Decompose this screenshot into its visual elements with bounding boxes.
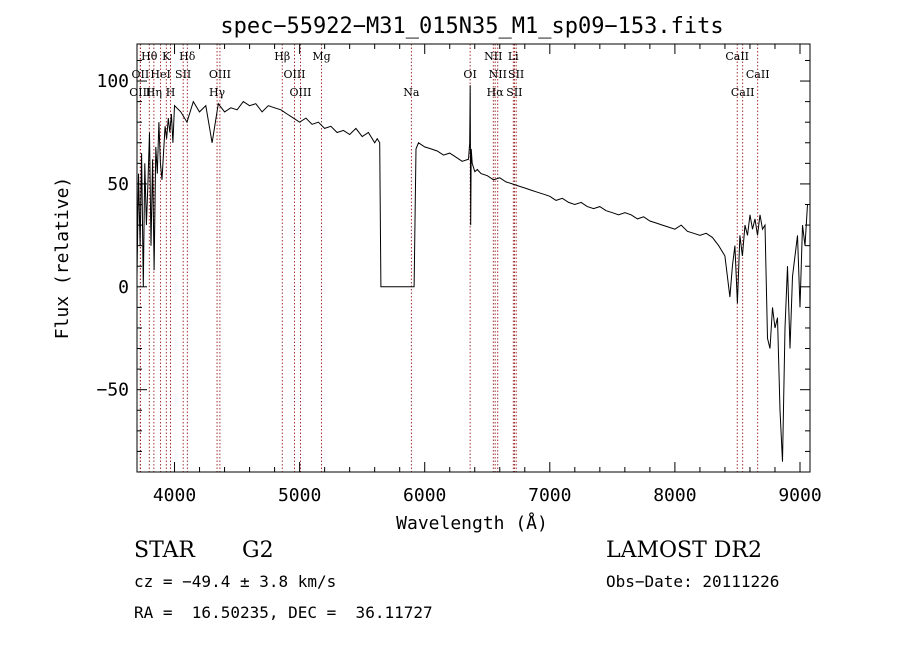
line-marker-label: Na bbox=[403, 86, 420, 99]
line-marker-label: OIII bbox=[289, 86, 311, 99]
line-marker-label: OIII bbox=[129, 86, 151, 99]
x-tick-label: 7000 bbox=[528, 485, 571, 506]
y-axis: 100 50 0 −50 bbox=[96, 59, 810, 452]
line-marker-label: OIII bbox=[209, 68, 231, 81]
line-marker-label: Hθ bbox=[141, 50, 158, 63]
line-marker-label: CaII bbox=[725, 50, 749, 63]
spectrum-line bbox=[136, 85, 808, 462]
x-tick-label: 5000 bbox=[278, 485, 321, 506]
line-marker-label: HeI bbox=[150, 68, 170, 81]
line-marker-label: SII bbox=[508, 68, 524, 81]
line-marker-label: OII bbox=[132, 68, 150, 81]
plot-frame bbox=[136, 43, 811, 473]
x-axis-label: Wavelength (Å) bbox=[396, 512, 548, 534]
spectral-line-markers bbox=[139, 44, 759, 472]
line-marker-label: Mg bbox=[312, 50, 330, 63]
x-tick-label: 6000 bbox=[403, 485, 446, 506]
line-marker-label: SII bbox=[175, 68, 191, 81]
x-tick-label: 9000 bbox=[778, 485, 821, 506]
y-tick-label: 100 bbox=[96, 71, 129, 92]
line-marker-label: CaII bbox=[746, 68, 770, 81]
line-marker-label: Li bbox=[508, 50, 519, 63]
line-marker-label: Hη bbox=[146, 86, 162, 99]
x-tick-label: 4000 bbox=[153, 485, 196, 506]
chart-title: spec−55922−M31_015N35_M1_sp09−153.fits bbox=[220, 14, 723, 39]
line-marker-label: NII bbox=[484, 50, 502, 63]
line-marker-label: K bbox=[162, 50, 171, 63]
x-tick-label: 8000 bbox=[653, 485, 696, 506]
line-marker-label: OIII bbox=[283, 68, 305, 81]
object-class: STAR bbox=[134, 538, 195, 563]
line-marker-label: CaII bbox=[731, 86, 755, 99]
y-tick-label: 0 bbox=[118, 277, 129, 298]
line-marker-label: Hβ bbox=[274, 50, 290, 63]
line-marker-label: OI bbox=[463, 68, 476, 81]
line-marker-label: H bbox=[166, 86, 176, 99]
object-subclass: G2 bbox=[242, 538, 274, 563]
observation-date: Obs−Date: 20111226 bbox=[606, 572, 780, 591]
redshift-velocity: cz = −49.4 ± 3.8 km/s bbox=[134, 572, 337, 591]
line-marker-label: SII bbox=[506, 86, 522, 99]
y-tick-label: 50 bbox=[107, 174, 129, 195]
line-marker-label: Hα bbox=[487, 86, 505, 99]
line-marker-label: Hγ bbox=[209, 86, 226, 99]
coordinates: RA = 16.50235, DEC = 36.11727 bbox=[134, 603, 433, 622]
survey-name: LAMOST DR2 bbox=[606, 538, 762, 563]
x-axis: 4000 5000 6000 7000 8000 9000 bbox=[153, 44, 822, 506]
y-tick-label: −50 bbox=[96, 380, 129, 401]
y-axis-label: Flux (relative) bbox=[52, 177, 73, 340]
line-marker-label: NII bbox=[489, 68, 507, 81]
line-marker-label: Hδ bbox=[179, 50, 196, 63]
